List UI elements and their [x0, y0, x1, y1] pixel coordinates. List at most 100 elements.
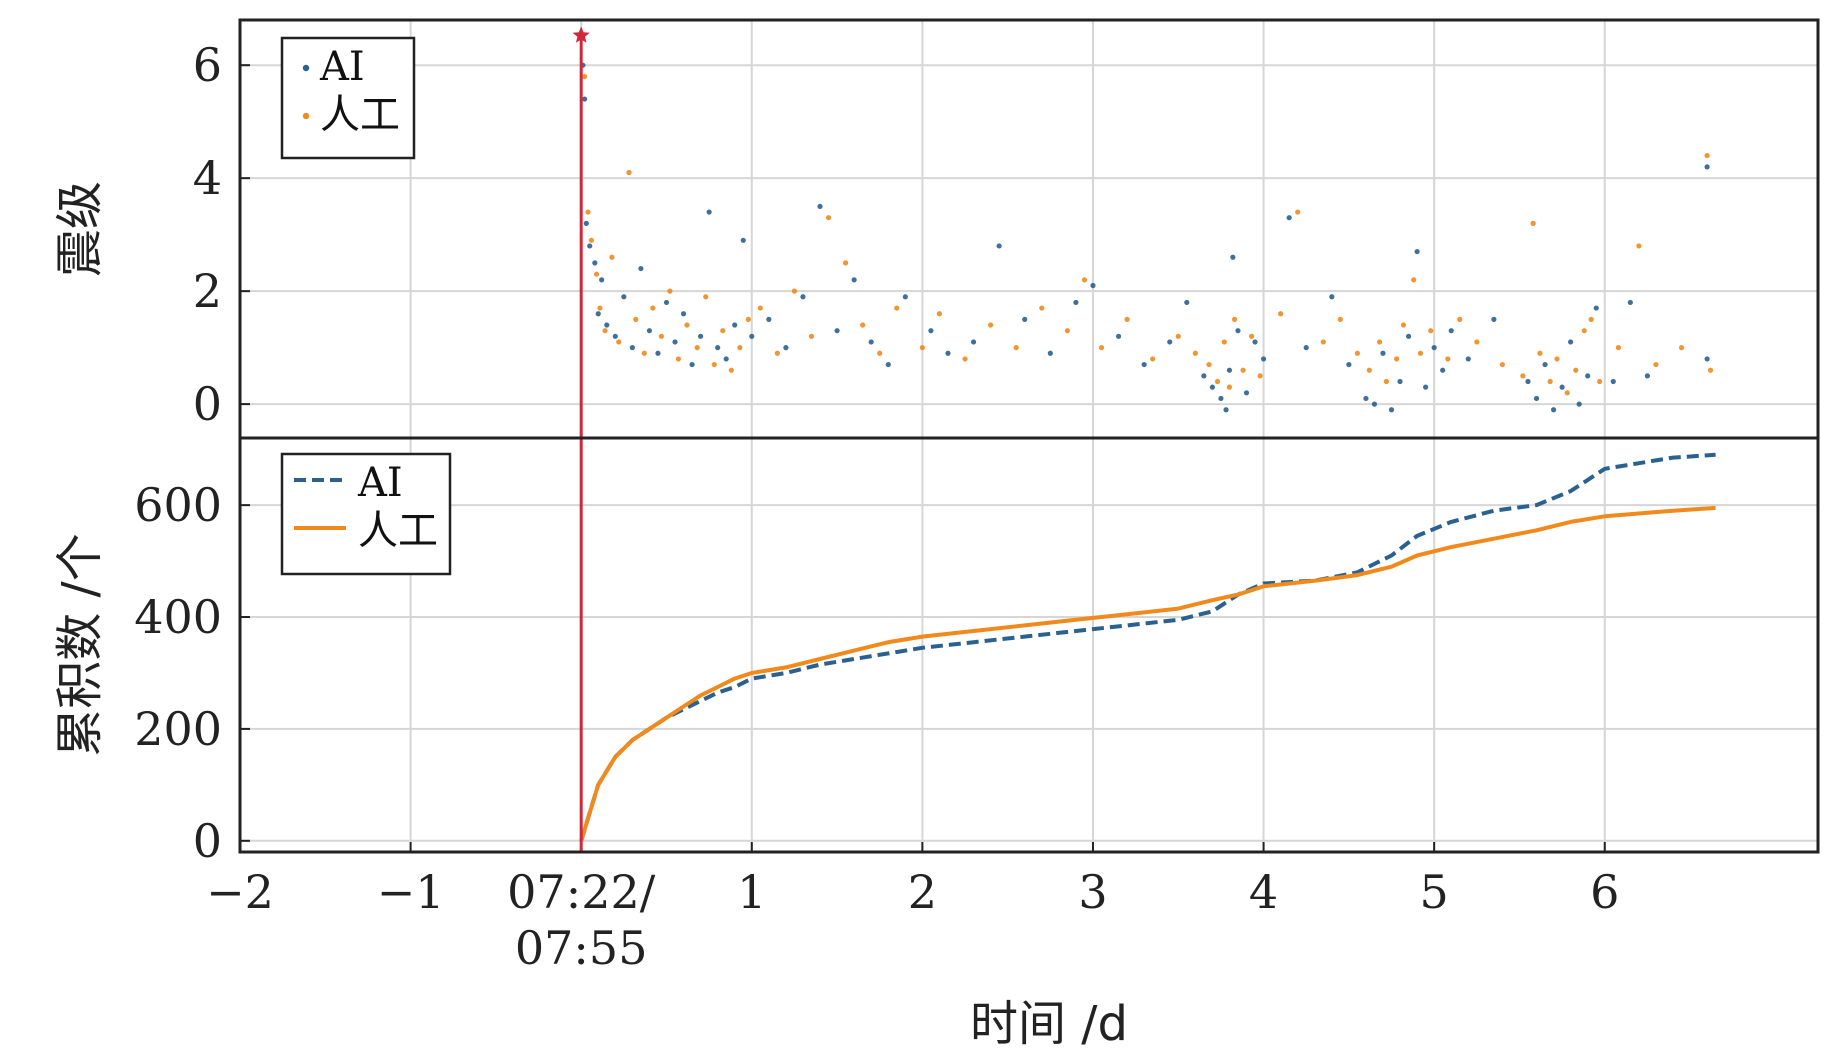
bot-legend-box	[280, 452, 452, 576]
magnitude-point-manual-11	[650, 305, 656, 311]
magnitude-point-ai-52	[1235, 328, 1241, 334]
magnitude-point-manual-29	[860, 322, 866, 328]
cumulative-line-ai	[579, 452, 1716, 842]
legend-label-ai: AI	[319, 44, 365, 90]
magnitude-point-manual-82	[1653, 361, 1659, 368]
magnitude-point-manual-78	[1588, 316, 1594, 322]
magnitude-point-manual-5	[602, 328, 608, 334]
magnitude-point-ai-69	[1440, 367, 1446, 373]
magnitude-point-ai-20	[715, 345, 721, 351]
magnitude-point-ai-85	[1704, 164, 1710, 170]
magnitude-point-ai-83	[1627, 299, 1633, 306]
magnitude-point-manual-15	[684, 322, 690, 328]
magnitude-point-manual-24	[774, 350, 780, 356]
magnitude-point-ai-42	[1115, 333, 1122, 339]
magnitude-point-manual-25	[791, 288, 798, 294]
magnitude-point-ai-86	[1704, 356, 1710, 362]
magnitude-point-manual-8	[626, 169, 632, 176]
magnitude-point-manual-3	[593, 271, 600, 277]
magnitude-point-manual-49	[1231, 316, 1238, 322]
magnitude-point-manual-63	[1411, 277, 1417, 283]
magnitude-point-manual-44	[1192, 350, 1198, 356]
magnitude-point-ai-15	[672, 339, 678, 345]
magnitude-point-ai-32	[885, 361, 891, 368]
magnitude-point-manual-41	[1124, 316, 1130, 322]
time-tick-label-1: −1	[377, 865, 445, 919]
magnitude-point-ai-65	[1405, 333, 1412, 339]
magnitude-point-manual-53	[1278, 311, 1284, 317]
magnitude-point-manual-4	[597, 305, 603, 311]
magnitude-point-ai-37	[996, 243, 1002, 249]
time-x-ticks: −2 −1 07:22/07:55 1 2 3 4 5 6	[206, 842, 1619, 975]
magnitude-point-ai-44	[1167, 339, 1173, 345]
magnitude-point-ai-57	[1303, 345, 1309, 351]
magnitude-point-manual-26	[808, 333, 815, 339]
magnitude-point-ai-35	[945, 350, 951, 356]
magnitude-point-ai-45	[1184, 299, 1190, 306]
cumulative-lines	[579, 452, 1716, 842]
magnitude-point-manual-13	[667, 288, 673, 294]
magnitude-point-manual-45	[1206, 361, 1212, 368]
magnitude-point-ai-39	[1047, 350, 1053, 356]
cumulative-line-manual	[579, 505, 1716, 842]
magnitude-point-ai-47	[1209, 384, 1215, 390]
magnitude-point-manual-64	[1417, 350, 1424, 356]
legend-label-manual: 人工	[358, 508, 438, 554]
magnitude-point-manual-74	[1554, 356, 1560, 362]
magnitude-point-manual-16	[694, 345, 700, 351]
magnitude-point-ai-3	[587, 243, 593, 249]
cumulative-y-label: 累积数 /个	[52, 533, 108, 756]
outer-frame	[238, 18, 1820, 854]
magnitude-point-manual-17	[703, 294, 709, 300]
magnitude-point-manual-69	[1499, 361, 1505, 368]
magnitude-point-manual-77	[1581, 328, 1587, 334]
magnitude-point-manual-75	[1564, 390, 1570, 396]
magnitude-point-ai-60	[1363, 395, 1369, 402]
magnitude-point-ai-5	[595, 311, 601, 317]
magnitude-point-manual-57	[1354, 350, 1360, 356]
magnitude-point-manual-12	[658, 333, 664, 339]
magnitude-point-ai-27	[800, 294, 806, 300]
time-tick-label-8: 6	[1590, 865, 1619, 919]
magnitude-point-manual-40	[1098, 345, 1105, 351]
magnitude-point-ai-25	[766, 316, 772, 322]
magnitude-point-ai-2	[583, 220, 589, 226]
magnitude-point-ai-48	[1218, 395, 1224, 402]
cumulative-tick-label-0: 0	[193, 814, 222, 868]
magnitude-point-ai-36	[970, 339, 977, 345]
top-legend-box	[280, 36, 416, 160]
time-tick-label-2-line1: 07:55	[515, 921, 648, 975]
magnitude-point-ai-67	[1423, 384, 1429, 390]
magnitude-point-ai-28	[817, 203, 823, 210]
magnitude-point-manual-52	[1257, 373, 1263, 379]
magnitude-point-manual-7	[616, 339, 622, 345]
magnitude-point-manual-1	[585, 209, 591, 215]
magnitude-point-manual-28	[843, 260, 849, 266]
magnitude-point-ai-79	[1576, 401, 1582, 407]
magnitude-point-ai-62	[1380, 350, 1386, 356]
magnitude-point-ai-46	[1201, 373, 1207, 379]
magnitude-grid	[240, 20, 1818, 438]
magnitude-point-manual-10	[641, 350, 647, 356]
magnitude-point-ai-78	[1568, 339, 1574, 345]
magnitude-point-ai-82	[1610, 378, 1616, 385]
magnitude-point-manual-50	[1240, 367, 1246, 373]
magnitude-point-ai-53	[1243, 390, 1250, 396]
magnitude-point-ai-38	[1022, 316, 1028, 322]
magnitude-point-manual-58	[1366, 367, 1372, 373]
magnitude-point-manual-23	[757, 305, 763, 311]
magnitude-point-manual-42	[1150, 356, 1156, 362]
time-tick-label-5: 3	[1078, 865, 1107, 919]
magnitude-point-ai-51	[1230, 254, 1236, 260]
magnitude-point-manual-33	[936, 311, 943, 317]
magnitude-point-ai-63	[1388, 407, 1395, 413]
magnitude-point-manual-46	[1214, 378, 1221, 385]
magnitude-point-manual-9	[633, 316, 639, 322]
magnitude-point-ai-41	[1090, 282, 1096, 289]
magnitude-point-ai-40	[1073, 299, 1079, 306]
magnitude-point-manual-65	[1428, 328, 1434, 334]
magnitude-point-manual-38	[1064, 328, 1070, 334]
